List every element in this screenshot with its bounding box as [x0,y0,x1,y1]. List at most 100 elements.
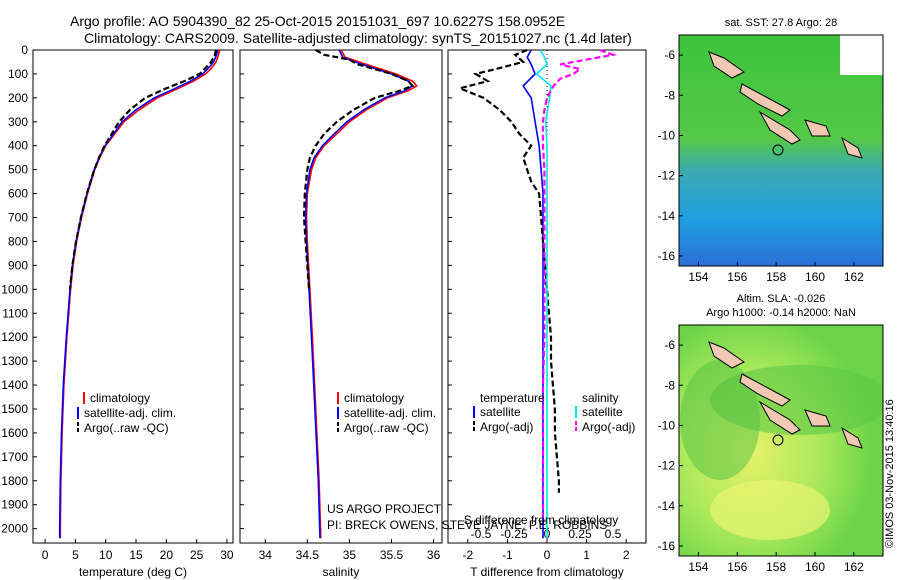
map-y-tick-label: -10 [658,418,676,432]
map-x-tick-label: 156 [727,560,747,574]
depth-tick-label: 1300 [1,354,28,368]
series-line-temperature-satellite [522,49,544,539]
sst-map: sat. SST: 27.8 Argo: 28 [678,17,884,267]
temperature-x-label: temperature (deg C) [79,565,187,579]
x-tick-label: 35.5 [380,548,404,562]
sla-high-region [710,480,830,540]
depth-tick-label: 2000 [1,522,28,536]
x-tick-label: 10 [99,548,113,562]
series-line-climatology [59,49,221,539]
x-tick-label: 20 [160,548,174,562]
salinity-x-label: salinity [323,565,360,579]
map-y-tick-label: -12 [658,459,676,473]
map-x-tick-label: 158 [766,560,786,574]
depth-tick-label: 300 [8,115,28,129]
sla-low-region [680,360,760,480]
difference-legend: temperature satellite Argo(-adj) salinit… [473,391,635,434]
series-line-satellite-adj-clim [58,49,219,539]
x2-tick-label: 0.5 [605,527,622,541]
series-line-satellite-adj-clim [304,49,414,539]
x-tick-label: 0 [544,548,551,562]
island-shape [841,426,863,449]
t-difference-x-label: T difference from climatology [470,565,624,579]
series-line-argo-raw-qc [302,49,415,290]
map-x-tick-label: 154 [688,560,708,574]
x-tick-label: 34 [259,548,273,562]
legend-s-satellite-label: satellite [582,405,623,419]
imos-credit: ©IMOS 03-Nov-2015 13:40:16 [884,399,896,548]
x-tick-label: 36 [427,548,441,562]
sla-map-axes [678,324,884,557]
map-x-tick-label: 156 [727,270,747,284]
x-tick-label: -2 [462,548,473,562]
depth-tick-label: 1000 [1,282,28,296]
series-line-climatology [305,49,418,539]
depth-tick-label: 1800 [1,474,28,488]
legend-s-argo-label: Argo(-adj) [582,420,635,434]
x-tick-label: 2 [623,548,630,562]
map-x-tick-label: 154 [688,270,708,284]
pi-credit: PI: BRECK OWENS, STEVE JAYNE, P.E. ROBBI… [327,518,607,532]
temperature-legend: climatology satellite-adj. clim. Argo(..… [77,391,176,435]
project-credit: US ARGO PROJECT [327,502,442,516]
salinity-axes [239,49,443,544]
legend-argo-label: Argo(..raw -QC) [84,421,169,435]
map-x-tick-label: 162 [844,270,864,284]
depth-tick-label: 500 [8,163,28,177]
depth-tick-label: 1200 [1,330,28,344]
island-shape [758,110,801,145]
map-x-tick-label: 160 [805,560,825,574]
depth-tick-label: 600 [8,187,28,201]
legend-temperature-heading: temperature [480,391,545,405]
map-y-tick-label: -16 [658,249,676,263]
x-tick-label: 25 [190,548,204,562]
depth-tick-label: 0 [21,43,28,57]
temperature-axes [32,49,234,544]
depth-tick-label: 800 [8,234,28,248]
legend-climatology-label: climatology [344,391,404,405]
map-y-tick-label: -8 [664,88,675,102]
map-y-tick-label: -14 [658,209,676,223]
island-shape [739,373,791,407]
depth-tick-label: 1700 [1,450,28,464]
sst-map-title: sat. SST: 27.8 Argo: 28 [725,17,838,29]
x-tick-label: 35 [343,548,357,562]
legend-argo-label: Argo(..raw -QC) [344,421,429,435]
legend-t-argo-label: Argo(-adj) [480,420,533,434]
sla-map: Altim. SLA: -0.026 Argo h1000: -0.14 h20… [678,293,884,557]
depth-tick-label: 700 [8,211,28,225]
map-x-tick-label: 158 [766,270,786,284]
sst-missing-data [840,35,883,75]
x-tick-label: 30 [220,548,234,562]
map-y-tick-label: -8 [664,378,675,392]
depth-tick-label: 400 [8,139,28,153]
island-shape [804,409,831,427]
island-shape [804,119,831,137]
depth-tick-label: 1900 [1,498,28,512]
depth-tick-label: 100 [8,67,28,81]
island-shape [708,341,745,369]
map-y-tick-label: -16 [658,539,676,553]
x2-tick-label: -0.5 [471,527,492,541]
island-shape [708,51,745,79]
depth-tick-label: 1100 [2,306,28,320]
series-line-salinity-satellite [535,49,552,539]
figure-subtitle: Climatology: CARS2009. Satellite-adjuste… [84,30,632,46]
map-y-tick-label: -6 [664,338,675,352]
sst-map-axes [678,34,884,267]
depth-tick-label: 1400 [1,378,28,392]
figure-title: Argo profile: AO 5904390_82 25-Oct-2015 … [70,13,565,29]
legend-salinity-heading: salinity [582,391,619,405]
island-shape [758,400,801,435]
series-line-temperature-argo-adj [456,48,561,493]
map-y-tick-label: -14 [658,499,676,513]
x-tick-label: 15 [129,548,143,562]
map-y-tick-label: -12 [658,169,676,183]
s-difference-x-label: S difference from climatology [464,513,619,527]
depth-tick-label: 900 [8,258,28,272]
legend-t-satellite-label: satellite [480,405,521,419]
map-x-tick-label: 162 [844,560,864,574]
map-y-tick-label: -6 [664,48,675,62]
legend-satellite-label: satellite-adj. clim. [84,406,176,420]
